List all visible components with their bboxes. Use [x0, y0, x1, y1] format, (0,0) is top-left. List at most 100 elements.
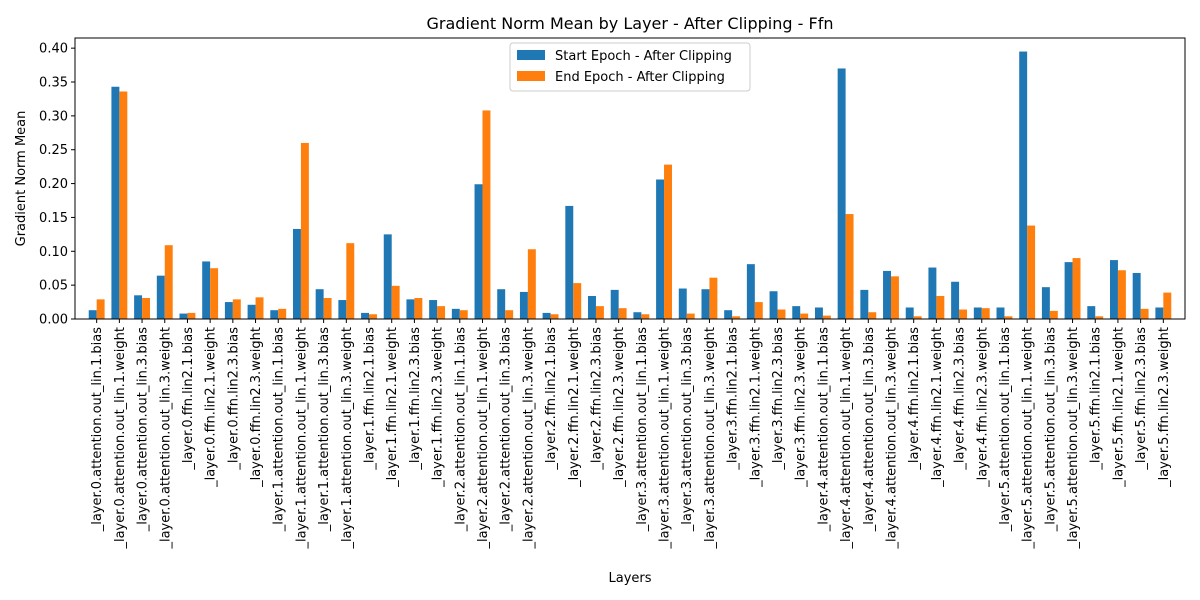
x-tick-label: _layer.3.attention.out_lin.1.bias: [635, 327, 650, 533]
bar-start-39: [973, 307, 982, 319]
legend-label-1: End Epoch - After Clipping: [555, 70, 725, 85]
bar-end-15: [437, 306, 446, 319]
x-tick-label: _layer.5.ffn.lin2.1.weight: [1111, 327, 1126, 488]
bar-end-29: [754, 302, 763, 319]
bar-end-17: [482, 110, 491, 320]
bar-end-10: [323, 298, 332, 319]
x-tick-label: _layer.4.attention.out_lin.3.bias: [862, 327, 877, 533]
x-tick-label: _layer.2.attention.out_lin.1.bias: [453, 327, 468, 533]
bar-end-8: [278, 308, 287, 319]
x-tick-label: _layer.5.ffn.lin2.1.bias: [1089, 327, 1104, 471]
y-axis-label: Gradient Norm Mean: [14, 111, 29, 247]
bar-end-27: [709, 277, 718, 319]
bar-start-32: [814, 307, 823, 319]
bar-start-22: [588, 295, 596, 319]
bar-start-13: [383, 234, 392, 319]
x-tick-label: _layer.1.ffn.lin2.3.weight: [431, 327, 446, 488]
bar-end-45: [1117, 270, 1126, 319]
bar-start-25: [656, 179, 665, 319]
x-tick-label: _layer.2.attention.out_lin.3.weight: [521, 327, 536, 550]
bar-start-37: [928, 267, 937, 319]
x-tick-label: _layer.2.ffn.lin2.3.bias: [589, 327, 604, 471]
bar-start-23: [610, 289, 619, 319]
y-tick-label: 0.30: [39, 109, 68, 124]
x-tick-label: _layer.3.attention.out_lin.3.bias: [680, 327, 695, 533]
y-axis-ticks: 0.00 0.05 0.10 0.15 0.20 0.25 0.30 0.35 0.40: [39, 42, 75, 328]
x-tick-label: _layer.0.ffn.lin2.1.weight: [204, 327, 219, 488]
bar-end-36: [913, 316, 922, 319]
y-tick-label: 0.10: [39, 245, 68, 260]
bar-start-26: [678, 288, 687, 319]
bar-end-13: [391, 285, 400, 319]
x-tick-label: _layer.1.ffn.lin2.3.bias: [408, 327, 423, 471]
x-tick-label: _layer.2.ffn.lin2.3.weight: [612, 327, 627, 488]
bar-end-25: [664, 164, 672, 319]
bar-end-9: [300, 142, 309, 319]
bar-end-31: [800, 313, 809, 319]
bar-start-35: [883, 270, 891, 319]
bar-end-16: [459, 310, 468, 319]
legend-box: [509, 42, 751, 92]
y-tick-label: 0.20: [39, 177, 68, 192]
bar-end-24: [641, 314, 650, 319]
bar-start-8: [270, 310, 279, 319]
bar-start-27: [701, 289, 710, 319]
bar-end-35: [890, 276, 899, 319]
bar-end-41: [1027, 225, 1036, 319]
bar-end-37: [936, 295, 945, 319]
x-tick-label: _layer.4.ffn.lin2.1.bias: [907, 327, 922, 471]
bar-end-0: [96, 299, 105, 319]
bar-end-22: [595, 306, 604, 319]
bar-end-21: [573, 283, 582, 319]
x-tick-label: _layer.4.attention.out_lin.1.bias: [816, 327, 831, 533]
chart-title: Gradient Norm Mean by Layer - After Clip…: [427, 14, 834, 33]
bar-start-17: [474, 184, 483, 319]
x-tick-label: _layer.0.attention.out_lin.1.bias: [90, 327, 105, 533]
bar-start-34: [860, 289, 869, 319]
x-tick-label: _layer.1.attention.out_lin.1.bias: [272, 327, 287, 533]
bar-end-34: [868, 312, 877, 319]
x-tick-label: _layer.3.attention.out_lin.3.weight: [703, 327, 718, 550]
bar-end-20: [550, 314, 559, 319]
bar-start-28: [724, 310, 733, 319]
x-tick-label: _layer.0.attention.out_lin.3.bias: [136, 327, 151, 533]
bar-end-19: [527, 249, 536, 319]
bar-start-15: [429, 300, 438, 319]
bar-end-40: [1004, 316, 1013, 319]
bar-start-20: [542, 312, 551, 319]
x-tick-label: _layer.3.ffn.lin2.1.weight: [748, 327, 763, 488]
bar-start-3: [156, 275, 165, 319]
y-tick-label: 0.00: [39, 313, 68, 328]
bar-start-45: [1109, 260, 1118, 319]
bar-start-30: [769, 291, 778, 319]
bars-group: [88, 51, 1172, 320]
x-tick-label: _layer.1.attention.out_lin.3.bias: [317, 327, 332, 533]
bar-start-11: [338, 300, 347, 319]
x-tick-label: _layer.4.attention.out_lin.1.weight: [839, 327, 854, 550]
bar-start-1: [111, 86, 120, 320]
bar-start-46: [1132, 272, 1141, 319]
bar-end-5: [210, 268, 219, 319]
x-tick-label: _layer.3.attention.out_lin.1.weight: [658, 327, 673, 550]
x-tick-label: _layer.0.attention.out_lin.3.weight: [158, 327, 173, 550]
x-tick-label: _layer.5.attention.out_lin.3.bias: [1043, 327, 1058, 533]
bar-end-46: [1140, 308, 1149, 319]
x-tick-label: _layer.0.ffn.lin2.3.weight: [249, 327, 264, 488]
x-tick-label: _layer.3.ffn.lin2.1.bias: [726, 327, 741, 471]
bar-start-40: [996, 307, 1005, 319]
bar-start-33: [837, 68, 846, 319]
bar-start-18: [497, 289, 506, 319]
bar-end-3: [164, 245, 173, 319]
bar-end-39: [981, 308, 990, 319]
x-tick-label: _layer.0.attention.out_lin.1.weight: [113, 327, 128, 550]
bar-end-6: [232, 299, 241, 319]
bar-start-5: [202, 261, 211, 319]
bar-start-4: [179, 313, 188, 319]
x-tick-label: _layer.5.ffn.lin2.3.bias: [1134, 327, 1149, 471]
bar-start-42: [1041, 287, 1050, 319]
x-tick-label: _layer.3.ffn.lin2.3.weight: [794, 327, 809, 488]
x-tick-label: _layer.4.ffn.lin2.3.bias: [953, 327, 968, 471]
y-tick-label: 0.40: [39, 42, 68, 57]
bar-end-26: [686, 313, 695, 319]
